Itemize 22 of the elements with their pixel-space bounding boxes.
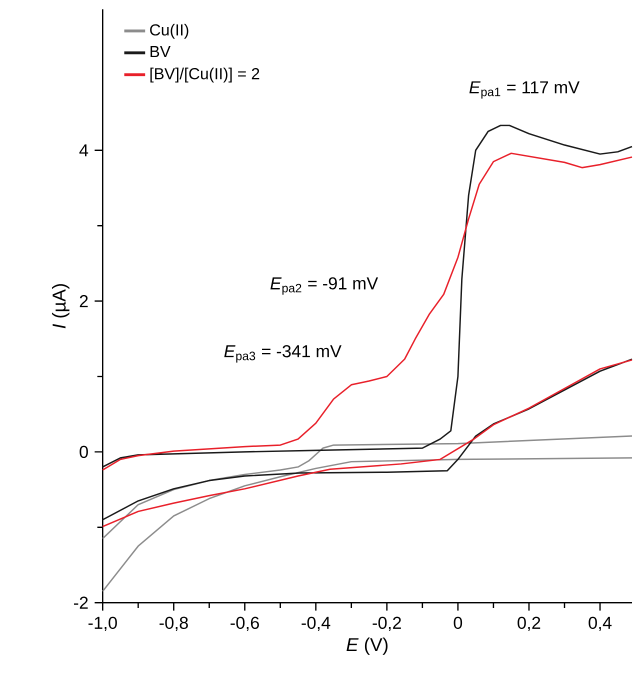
x-tick-label: 0,2 bbox=[517, 616, 540, 632]
x-tick-label: 0,4 bbox=[588, 616, 612, 632]
y-tick-label: -2 bbox=[74, 596, 88, 609]
x-tick-label: 0 bbox=[454, 616, 462, 629]
annotation: E$_{pa3}$ = -341 mV bbox=[224, 345, 342, 363]
y-tick-label: 2 bbox=[80, 295, 88, 308]
x-tick-label: -1,0 bbox=[88, 616, 117, 632]
y-axis-title: I (µA) bbox=[52, 284, 70, 328]
line-series bbox=[102, 457, 633, 592]
x-axis-title: E (V) bbox=[346, 638, 388, 655]
x-tick-label: -0,4 bbox=[301, 616, 330, 632]
annotation: E$_{pa2}$ = -91 mV bbox=[270, 277, 378, 295]
legend-label: [BV]/[Cu(II)] = 2 bbox=[150, 68, 260, 83]
line-series bbox=[102, 435, 633, 540]
annotation: E$_{pa1}$ = 117 mV bbox=[469, 81, 580, 99]
y-tick-label: 0 bbox=[79, 446, 88, 458]
legend-label: BV bbox=[150, 46, 170, 58]
x-tick-label: -0,6 bbox=[230, 616, 259, 632]
y-tick-label: 4 bbox=[79, 144, 88, 156]
x-tick-label: -0,8 bbox=[159, 616, 188, 632]
x-tick-label: -0,2 bbox=[372, 616, 401, 632]
legend-label: Cu(II) bbox=[150, 24, 188, 39]
